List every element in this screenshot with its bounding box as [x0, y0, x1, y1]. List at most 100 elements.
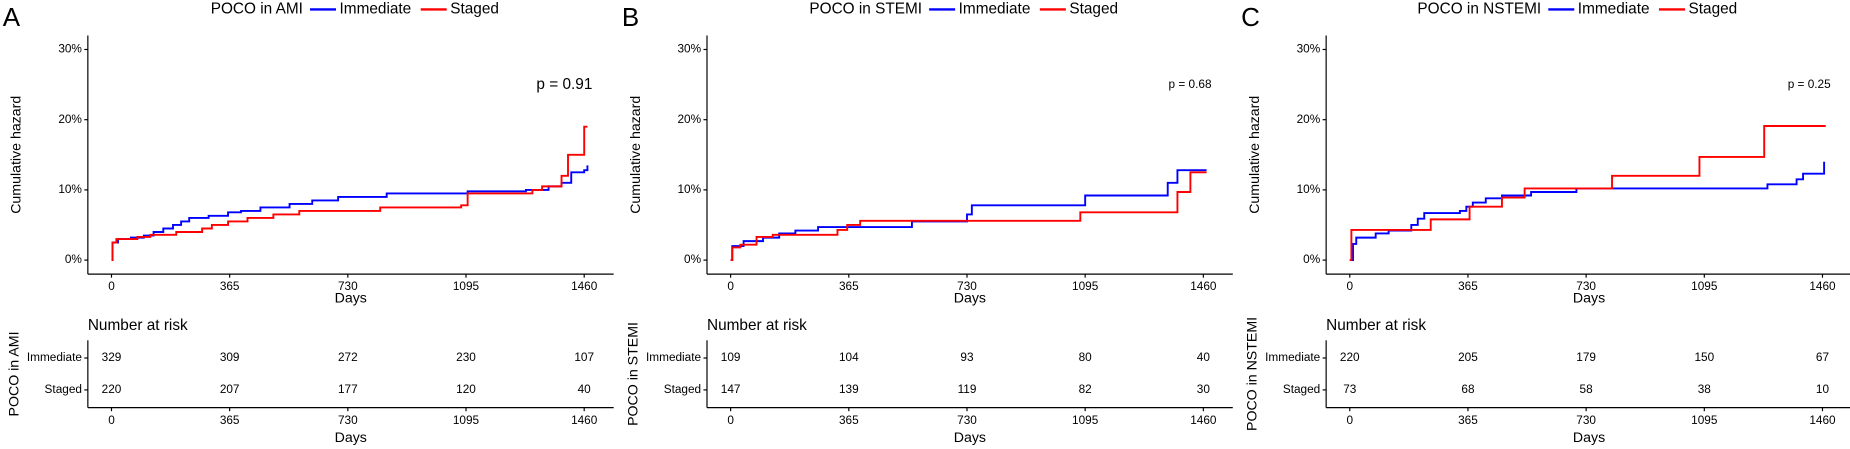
x-axis-title: Days [335, 291, 367, 307]
table-y-title: POCO in NSTEMI [1245, 317, 1261, 431]
y-axis-title: Cumulative hazard [9, 96, 25, 214]
table-x-tick-label: 730 [1576, 413, 1596, 427]
y-tick-label: 0% [65, 252, 83, 266]
row-label: Staged [664, 382, 701, 396]
risk-table-title: Number at risk [707, 317, 807, 334]
risk-count: 40 [578, 382, 592, 396]
x-tick-label: 0 [108, 279, 115, 293]
y-tick-label: 30% [1297, 42, 1321, 56]
risk-count: 82 [1079, 382, 1092, 396]
table-x-title: Days [1573, 430, 1605, 446]
table-x-tick-label: 365 [1458, 413, 1478, 427]
risk-count: 10 [1816, 382, 1830, 396]
legend-label: Immediate [959, 1, 1031, 18]
hazard-curve [730, 169, 1207, 262]
x-tick-label: 365 [1458, 279, 1478, 293]
panel: A POCO in AMI Immediate Staged 0% 10% 20% 30% 0 3… [3, 1, 614, 446]
hazard-curve [111, 125, 588, 262]
risk-count: 67 [1816, 350, 1829, 364]
table-x-tick-label: 730 [338, 413, 358, 427]
row-label: Immediate [646, 350, 702, 364]
risk-count: 329 [102, 350, 122, 364]
x-tick-label: 1095 [1072, 279, 1099, 293]
risk-count: 58 [1580, 382, 1594, 396]
risk-count: 220 [102, 382, 122, 396]
table-x-tick-label: 1095 [1691, 413, 1718, 427]
risk-count: 93 [960, 350, 974, 364]
y-tick-label: 20% [58, 112, 82, 126]
panel: B POCO in STEMI Immediate Staged 0% 10% 20% 30%… [622, 1, 1233, 446]
table-x-tick-label: 1460 [1809, 413, 1836, 427]
y-tick-label: 20% [1297, 112, 1321, 126]
x-axis-title: Days [1573, 291, 1605, 307]
table-y-title: POCO in STEMI [625, 322, 641, 426]
table-x-tick-label: 365 [839, 413, 859, 427]
x-tick-label: 0 [727, 279, 734, 293]
legend-label: Immediate [1578, 1, 1650, 18]
x-tick-label: 1095 [1691, 279, 1718, 293]
x-axis-title: Days [954, 291, 986, 307]
table-x-tick-label: 0 [108, 413, 115, 427]
p-value: p = 0.91 [536, 76, 592, 93]
legend-label: Staged [1689, 1, 1738, 18]
hazard-curve [1349, 125, 1826, 262]
table-x-tick-label: 0 [1347, 413, 1354, 427]
p-value: p = 0.68 [1169, 77, 1212, 91]
hazard-curve [730, 171, 1207, 262]
risk-count: 205 [1458, 350, 1478, 364]
y-tick-label: 10% [677, 182, 701, 196]
risk-count: 272 [338, 350, 358, 364]
risk-count: 120 [456, 382, 476, 396]
legend-title: POCO in AMI [211, 1, 303, 18]
y-tick-label: 10% [1297, 182, 1321, 196]
table-x-tick-label: 1095 [453, 413, 480, 427]
x-tick-label: 1460 [1190, 279, 1217, 293]
risk-count: 40 [1197, 350, 1211, 364]
risk-table-title: Number at risk [88, 317, 188, 334]
risk-count: 73 [1343, 382, 1357, 396]
x-tick-label: 0 [1347, 279, 1354, 293]
risk-count: 104 [839, 350, 859, 364]
risk-count: 147 [721, 382, 741, 396]
row-label: Staged [1283, 382, 1320, 396]
risk-count: 220 [1340, 350, 1360, 364]
risk-count: 139 [839, 382, 859, 396]
risk-table-title: Number at risk [1326, 317, 1426, 334]
row-label: Immediate [1265, 350, 1321, 364]
risk-count: 207 [220, 382, 240, 396]
hazard-curve [111, 165, 589, 262]
table-x-tick-label: 1095 [1072, 413, 1099, 427]
table-x-title: Days [954, 430, 986, 446]
panel-label: C [1241, 2, 1260, 32]
y-tick-label: 30% [58, 42, 82, 56]
panel: C POCO in NSTEMI Immediate Staged 0% 10% 20% 30… [1241, 1, 1850, 446]
risk-count: 230 [456, 350, 476, 364]
row-label: Immediate [27, 350, 83, 364]
risk-count: 107 [574, 350, 594, 364]
panel-label: A [3, 2, 21, 32]
table-x-tick-label: 1460 [571, 413, 598, 427]
x-tick-label: 730 [957, 279, 977, 293]
risk-count: 38 [1698, 382, 1712, 396]
legend-label: Staged [1069, 1, 1118, 18]
y-tick-label: 30% [677, 42, 701, 56]
table-x-tick-label: 1460 [1190, 413, 1217, 427]
x-tick-label: 1095 [453, 279, 480, 293]
risk-count: 179 [1576, 350, 1596, 364]
legend-label: Immediate [340, 1, 412, 18]
legend-label: Staged [450, 1, 499, 18]
risk-count: 309 [220, 350, 240, 364]
y-tick-label: 0% [684, 252, 702, 266]
legend-title: POCO in NSTEMI [1417, 1, 1541, 18]
x-tick-label: 365 [839, 279, 859, 293]
table-x-tick-label: 0 [727, 413, 734, 427]
row-label: Staged [45, 382, 82, 396]
y-tick-label: 10% [58, 182, 82, 196]
legend-title: POCO in STEMI [809, 1, 922, 18]
table-x-title: Days [335, 430, 367, 446]
p-value: p = 0.25 [1788, 77, 1831, 91]
y-axis-title: Cumulative hazard [628, 96, 644, 214]
table-x-tick-label: 730 [957, 413, 977, 427]
table-y-title: POCO in AMI [6, 331, 22, 416]
